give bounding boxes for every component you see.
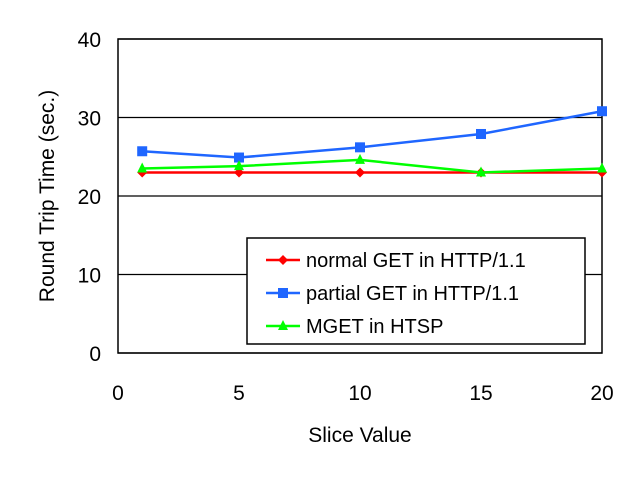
triangle-marker bbox=[597, 162, 607, 173]
square-marker bbox=[234, 152, 244, 163]
series-2 bbox=[137, 153, 607, 177]
x-tick-label: 10 bbox=[348, 382, 371, 405]
y-tick-label: 40 bbox=[78, 29, 101, 52]
legend-label: partial GET in HTTP/1.1 bbox=[306, 283, 519, 305]
legend-label: MGET in HTSP bbox=[306, 316, 443, 338]
x-tick-label: 5 bbox=[233, 382, 245, 405]
x-tick-labels: 0 5 10 15 20 bbox=[112, 382, 614, 405]
legend: normal GET in HTTP/1.1 partial GET in HTT… bbox=[246, 237, 586, 345]
square-marker bbox=[278, 288, 288, 298]
legend-item: normal GET in HTTP/1.1 bbox=[266, 250, 526, 272]
square-marker bbox=[597, 106, 607, 117]
legend-item: partial GET in HTTP/1.1 bbox=[266, 283, 519, 305]
diamond-marker bbox=[278, 255, 288, 265]
series-1 bbox=[137, 106, 607, 163]
y-tick-label: 20 bbox=[78, 186, 101, 209]
series-line bbox=[142, 158, 603, 174]
triangle-marker bbox=[476, 166, 486, 177]
y-axis-label: Round Trip Time (sec.) bbox=[36, 90, 59, 302]
triangle-marker bbox=[278, 320, 288, 330]
legend-item: MGET in HTSP bbox=[266, 316, 443, 338]
y-tick-label: 30 bbox=[78, 108, 101, 131]
triangle-marker bbox=[234, 160, 244, 171]
x-axis-label: Slice Value bbox=[308, 424, 412, 447]
diamond-marker bbox=[355, 167, 365, 178]
triangle-marker bbox=[137, 162, 148, 173]
x-tick-label: 0 bbox=[112, 382, 124, 405]
triangle-marker bbox=[355, 153, 365, 164]
square-marker bbox=[137, 146, 148, 157]
legend-label: normal GET in HTTP/1.1 bbox=[306, 250, 526, 272]
x-tick-label: 15 bbox=[469, 382, 492, 405]
series-lines bbox=[137, 106, 607, 178]
series-line bbox=[142, 109, 603, 159]
plot-area bbox=[117, 38, 603, 354]
y-tick-labels: 0 10 20 30 40 bbox=[78, 29, 101, 366]
y-tick-label: 10 bbox=[78, 265, 101, 288]
square-marker bbox=[355, 142, 365, 153]
square-marker bbox=[476, 128, 486, 139]
x-tick-label: 20 bbox=[590, 382, 613, 405]
series-0 bbox=[137, 167, 607, 178]
y-tick-label: 0 bbox=[89, 343, 101, 366]
